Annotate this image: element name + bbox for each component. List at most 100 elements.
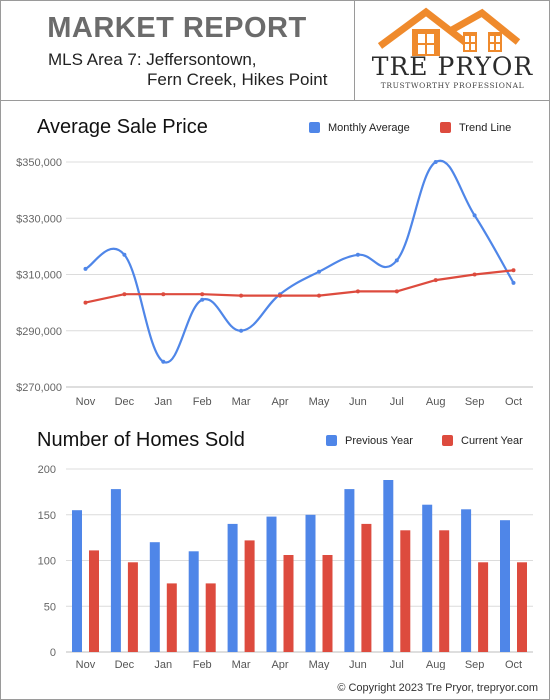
y-tick-label: $290,000: [16, 326, 62, 338]
logo: TRE PRYOR TRUSTWORTHY PROFESSIONAL: [356, 0, 549, 100]
average-sale-price-chart: Average Sale Price Monthly Average Trend L…: [0, 104, 550, 420]
x-tick-label: Oct: [505, 396, 522, 408]
logo-tagline: TRUSTWORTHY PROFESSIONAL: [380, 81, 525, 90]
bar: [89, 550, 99, 652]
x-tick-label: Oct: [505, 659, 522, 670]
x-tick-label: Jul: [390, 659, 404, 670]
data-point: [317, 269, 321, 274]
x-tick-label: Feb: [193, 659, 212, 670]
data-point: [200, 297, 205, 302]
chart-svg: Number of Homes Sold Previous Year Current…: [37, 429, 533, 670]
bar: [383, 480, 394, 652]
area-line-1: MLS Area 7: Jeffersontown,: [48, 50, 257, 69]
data-point: [83, 266, 88, 271]
bar: [344, 489, 355, 652]
data-point: [472, 272, 477, 277]
data-point: [394, 289, 399, 294]
header-divider: [354, 0, 355, 100]
x-tick-label: May: [309, 659, 330, 670]
y-tick-label: $350,000: [16, 157, 62, 169]
data-point: [394, 258, 399, 263]
y-tick-label: 50: [44, 601, 56, 613]
x-tick-label: Jan: [154, 659, 172, 670]
bar: [422, 504, 433, 652]
x-tick-label: May: [309, 396, 330, 408]
bar: [461, 509, 472, 652]
x-tick-label: Sep: [465, 659, 485, 670]
x-tick-label: Jun: [349, 659, 367, 670]
x-tick-label: Jun: [349, 396, 367, 408]
data-point: [200, 292, 205, 297]
bar: [500, 520, 510, 652]
data-point: [161, 359, 166, 364]
bar: [72, 510, 82, 652]
legend-label: Trend Line: [459, 122, 511, 134]
data-point: [122, 292, 127, 297]
legend-swatch: [442, 435, 453, 446]
data-point: [278, 293, 282, 298]
x-tick-label: Aug: [426, 659, 446, 670]
chart-svg: Average Sale Price Monthly Average Trend L…: [16, 116, 533, 408]
legend-label: Current Year: [461, 435, 523, 447]
y-tick-label: 150: [38, 510, 56, 522]
data-point: [355, 289, 360, 294]
data-point: [511, 268, 516, 273]
legend-swatch: [309, 122, 320, 133]
data-point: [511, 280, 516, 285]
logo-name: TRE PRYOR: [371, 52, 534, 81]
legend-swatch: [440, 122, 451, 133]
bar: [166, 583, 177, 652]
bar: [478, 562, 489, 652]
data-point: [239, 293, 244, 298]
x-tick-label: Apr: [271, 396, 288, 408]
y-tick-label: $310,000: [16, 270, 62, 282]
y-tick-label: $330,000: [16, 213, 62, 225]
legend-label: Monthly Average: [328, 122, 410, 134]
bar: [244, 540, 255, 652]
bar: [110, 489, 121, 652]
data-point: [239, 328, 244, 333]
data-point: [472, 213, 477, 218]
bar: [361, 523, 372, 652]
x-tick-label: Dec: [115, 659, 135, 670]
x-tick-label: Jan: [154, 396, 172, 408]
homes-sold-chart: Number of Homes Sold Previous Year Current…: [0, 420, 550, 670]
data-point: [433, 278, 438, 283]
y-tick-label: 200: [38, 464, 56, 476]
x-tick-label: Sep: [465, 396, 485, 408]
legend-label: Previous Year: [345, 435, 413, 447]
x-tick-label: Dec: [115, 396, 135, 408]
y-tick-label: $270,000: [16, 382, 62, 394]
bar: [149, 542, 160, 652]
x-tick-label: Nov: [76, 396, 96, 408]
data-point: [317, 293, 321, 298]
data-point: [355, 252, 360, 257]
x-tick-label: Mar: [232, 396, 251, 408]
house-roof-icon: [377, 7, 521, 57]
legend-swatch: [326, 435, 337, 446]
data-point: [433, 160, 438, 164]
chart-title: Average Sale Price: [37, 116, 208, 138]
area-line-2: Fern Creek, Hikes Point: [147, 70, 328, 89]
data-point: [161, 292, 166, 297]
x-tick-label: Apr: [271, 659, 288, 670]
data-point: [122, 252, 127, 257]
report-header: MARKET REPORT MLS Area 7: Jeffersontown,…: [0, 0, 550, 101]
bar: [205, 583, 216, 652]
bar: [517, 562, 527, 652]
copyright-footer: © Copyright 2023 Tre Pryor, trepryor.com: [337, 682, 538, 694]
bar: [322, 555, 333, 652]
x-tick-label: Nov: [76, 659, 96, 670]
bar: [188, 551, 199, 652]
report-title: MARKET REPORT: [47, 12, 307, 44]
x-tick-label: Jul: [390, 396, 404, 408]
bar: [305, 514, 316, 653]
chart-title: Number of Homes Sold: [37, 429, 245, 451]
bar: [400, 530, 411, 652]
data-point: [83, 300, 88, 305]
y-tick-label: 100: [38, 556, 56, 568]
bar: [439, 530, 450, 652]
x-tick-label: Feb: [193, 396, 212, 408]
y-tick-label: 0: [50, 647, 56, 659]
bar: [283, 555, 294, 652]
